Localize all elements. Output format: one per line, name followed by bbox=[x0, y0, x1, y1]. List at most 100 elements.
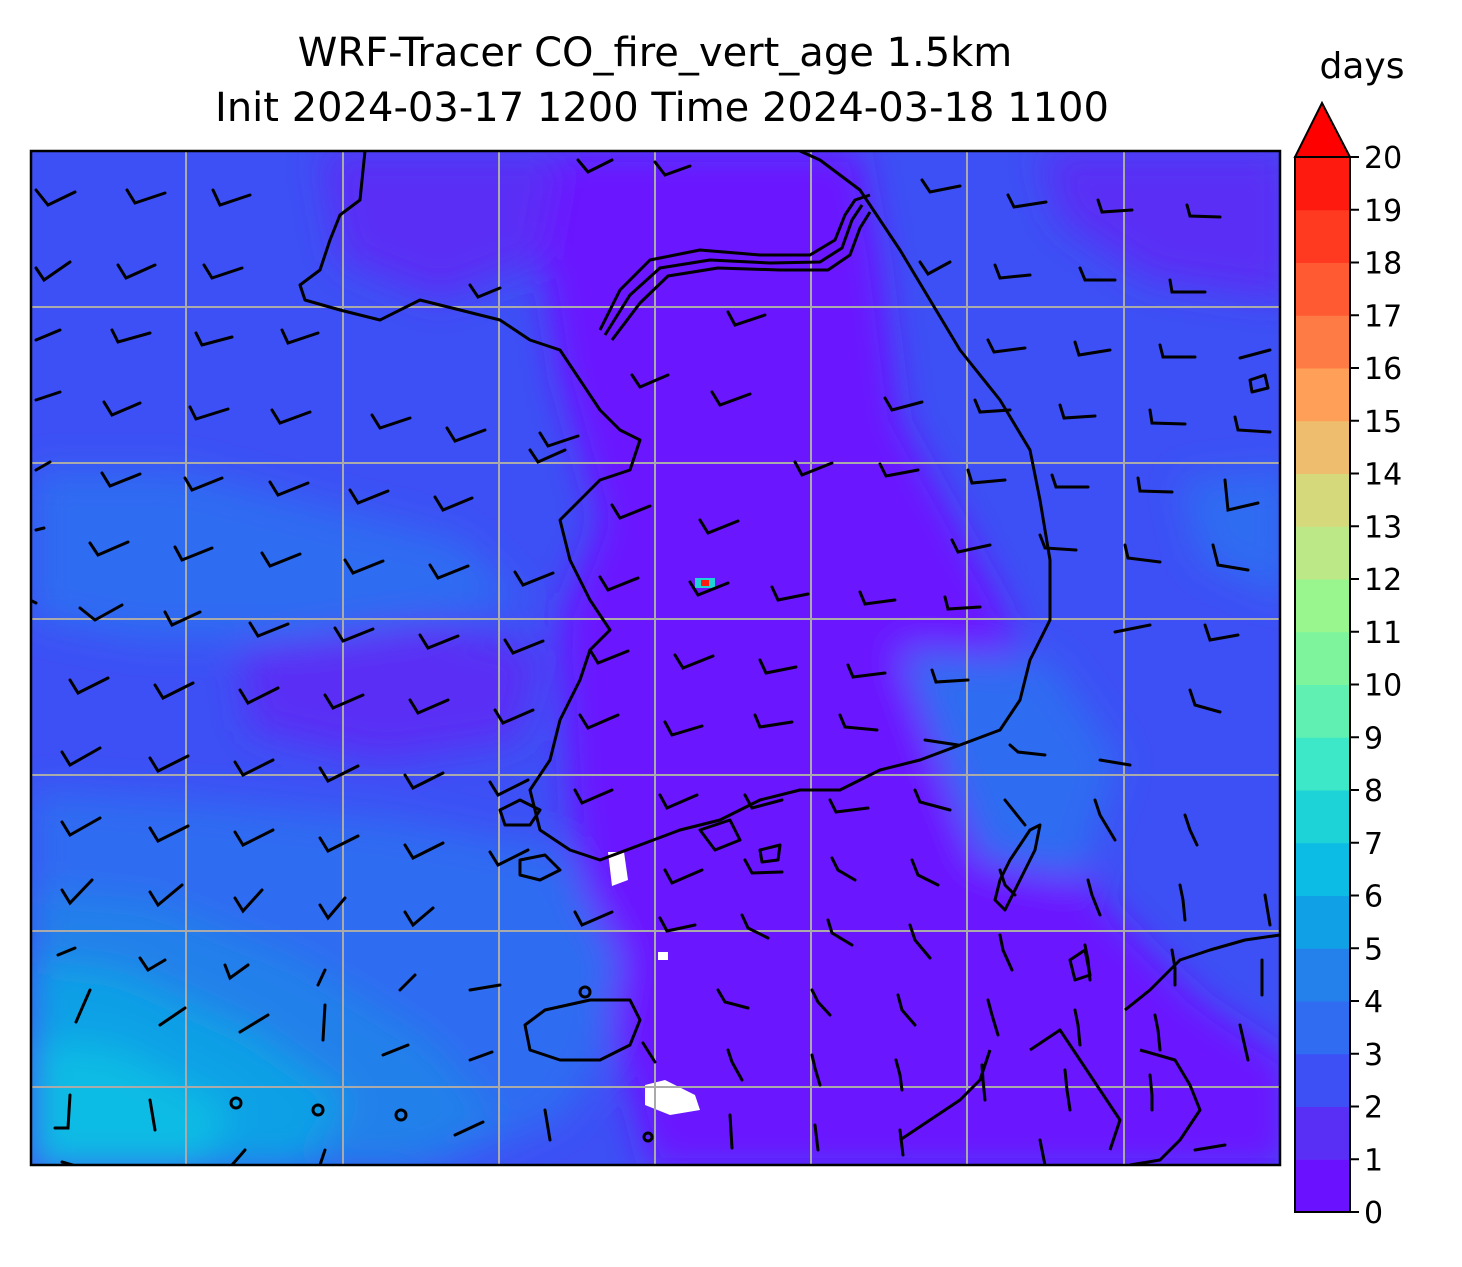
colorbar-extend-max-arrow bbox=[1293, 100, 1352, 158]
wind-barb bbox=[894, 1058, 904, 1092]
wind-barb bbox=[468, 283, 502, 299]
colorbar-tick-label: 1 bbox=[1364, 1143, 1383, 1178]
wind-barb bbox=[428, 563, 470, 580]
wind-barb bbox=[321, 1003, 327, 1042]
wind-barb bbox=[698, 518, 740, 535]
wind-barb bbox=[381, 1043, 410, 1057]
wind-barb bbox=[78, 603, 124, 622]
wind-barb bbox=[538, 431, 580, 448]
wind-barb bbox=[998, 868, 1017, 897]
colorbar-band bbox=[1295, 579, 1350, 633]
colorbar-band bbox=[1295, 948, 1350, 1002]
wind-barb bbox=[966, 468, 1007, 485]
colorbar-tick-label: 0 bbox=[1364, 1196, 1383, 1231]
wind-barb bbox=[653, 160, 692, 177]
map-title-line1: WRF-Tracer CO_fire_vert_age 1.5km bbox=[298, 30, 1013, 76]
wind-barb bbox=[1136, 476, 1174, 494]
wind-barb bbox=[153, 681, 195, 700]
wind-barb bbox=[858, 590, 897, 606]
wind-barb bbox=[1073, 1008, 1082, 1047]
colorbar-band bbox=[1295, 420, 1350, 474]
wind-barb bbox=[68, 676, 110, 695]
colorbar-tick-label: 4 bbox=[1364, 985, 1383, 1020]
colorbar-band bbox=[1295, 315, 1350, 369]
wind-barb bbox=[986, 998, 1000, 1037]
colorbar-band bbox=[1295, 157, 1350, 211]
wind-barb bbox=[658, 916, 697, 933]
wind-barb bbox=[370, 413, 412, 430]
wind-barb bbox=[408, 698, 450, 715]
map-gridlines bbox=[31, 151, 1280, 1165]
wind-barb bbox=[641, 1041, 657, 1064]
wind-barb bbox=[403, 906, 435, 928]
wind-barb bbox=[148, 754, 190, 773]
colorbar-band bbox=[1295, 1159, 1350, 1213]
wind-barb bbox=[610, 503, 652, 520]
wind-barb bbox=[998, 933, 1014, 972]
wind-barb bbox=[188, 405, 230, 421]
wind-barb bbox=[316, 968, 327, 987]
wind-barb bbox=[1203, 623, 1240, 642]
wind-barb bbox=[1238, 1023, 1250, 1062]
wind-barb bbox=[158, 1006, 187, 1027]
wind-barb bbox=[233, 758, 275, 777]
wind-barb bbox=[125, 188, 167, 205]
wind-barb bbox=[726, 1048, 744, 1082]
wind-barb bbox=[223, 963, 250, 981]
wind-barb bbox=[34, 188, 77, 207]
wind-barb bbox=[1078, 266, 1117, 282]
wind-barb bbox=[270, 408, 312, 425]
wind-barb bbox=[34, 526, 46, 532]
colorbar-bands bbox=[1295, 157, 1350, 1213]
colorbar-tick-label: 8 bbox=[1364, 774, 1383, 809]
wind-barb bbox=[726, 310, 767, 327]
wind-barb bbox=[830, 856, 857, 882]
wind-barb bbox=[1238, 348, 1272, 360]
wind-barb bbox=[74, 988, 92, 1024]
map-frame bbox=[29, 149, 1282, 1167]
wind-barb bbox=[896, 993, 917, 1027]
wind-barb bbox=[673, 653, 715, 670]
wind-barb bbox=[1038, 1138, 1047, 1165]
wind-barb bbox=[148, 1098, 157, 1132]
wind-barb bbox=[910, 858, 940, 887]
wind-barb bbox=[318, 896, 347, 921]
wind-barb bbox=[1073, 340, 1112, 357]
wind-barb bbox=[943, 595, 982, 611]
wind-barb bbox=[60, 746, 102, 768]
wind-barb bbox=[56, 946, 77, 957]
wind-barb bbox=[1096, 198, 1134, 214]
colorbar-tick-label: 17 bbox=[1364, 299, 1402, 334]
colorbar-tick-label: 13 bbox=[1364, 510, 1402, 545]
wind-barb bbox=[31, 598, 38, 605]
wind-barb bbox=[986, 338, 1027, 354]
wind-barb bbox=[878, 462, 920, 478]
wind-barb bbox=[1193, 1143, 1227, 1152]
colorbar-tick-label: 3 bbox=[1364, 1038, 1383, 1073]
colorbar-band bbox=[1295, 368, 1350, 422]
wind-barb bbox=[920, 178, 962, 194]
wind-barb bbox=[34, 390, 62, 402]
wind-barb bbox=[923, 738, 960, 747]
wind-barb bbox=[1148, 408, 1187, 426]
age-field-shading bbox=[31, 151, 1280, 1165]
wind-barb bbox=[233, 828, 275, 847]
wind-barb bbox=[318, 764, 360, 783]
wind-barb bbox=[813, 1123, 820, 1152]
wind-barb bbox=[1006, 193, 1048, 209]
colorbar-tick-label: 12 bbox=[1364, 563, 1402, 598]
wind-barb bbox=[493, 708, 535, 725]
wind-barb bbox=[102, 400, 142, 417]
wind-barb bbox=[1093, 798, 1117, 842]
colorbar-band bbox=[1295, 895, 1350, 949]
wind-barb bbox=[543, 1108, 552, 1142]
wind-barb bbox=[658, 793, 699, 810]
wind-barb bbox=[826, 918, 854, 947]
wind-barb bbox=[1063, 1068, 1072, 1112]
wind-barb bbox=[810, 988, 832, 1017]
wind-barb bbox=[333, 626, 375, 643]
wind-barb bbox=[918, 260, 952, 276]
wind-barb bbox=[930, 668, 970, 684]
wind-barb bbox=[233, 888, 264, 914]
